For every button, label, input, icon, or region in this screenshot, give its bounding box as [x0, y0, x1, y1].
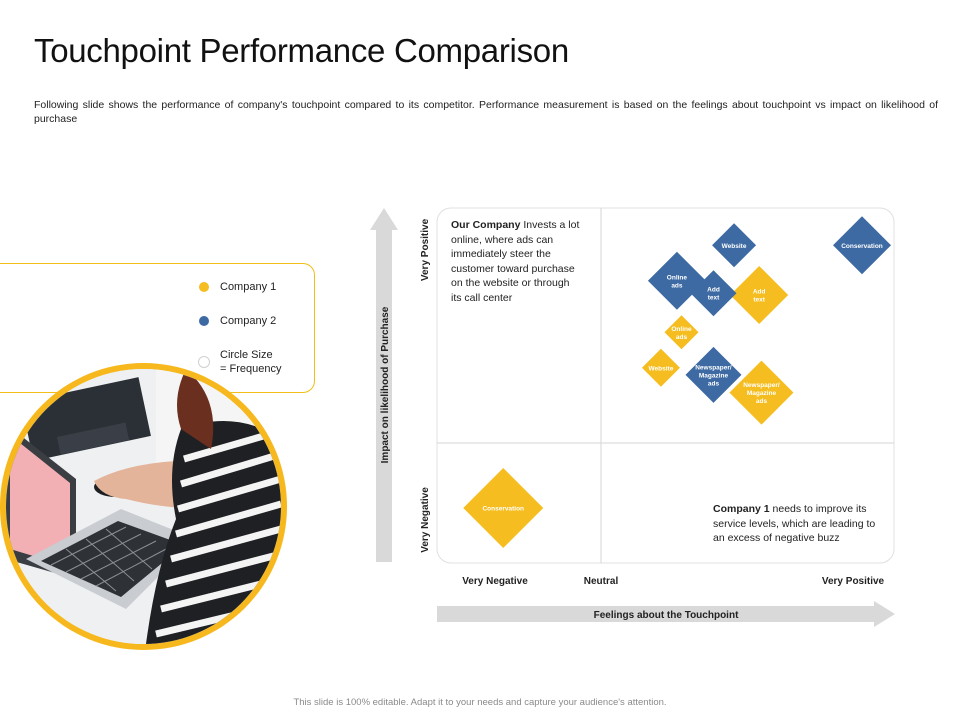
our-company-note-line5: on the website or through [451, 277, 570, 289]
company1-note-bold: Company 1 [713, 503, 770, 515]
company1-note-line2: service levels, which are leading to [713, 517, 876, 530]
company-2-online-ads-marker [647, 251, 706, 310]
legend-size-label-2: = Frequency [220, 363, 282, 375]
page-title: Touchpoint Performance Comparison [34, 32, 569, 69]
company1-note: Company 1 needs to improve its service l… [713, 502, 893, 546]
x-tick-neutral: Neutral [584, 576, 619, 587]
our-company-note-line1: Invests a lot [520, 219, 580, 231]
legend-company1-label: Company 1 [220, 281, 277, 293]
company-1-website-marker [641, 348, 680, 387]
company-2-add-text-label: Add text [707, 287, 720, 302]
circle-size-icon [198, 356, 210, 368]
laptop-illustration [6, 369, 281, 644]
company-2-newspaper-magazine-ads-marker [685, 346, 742, 403]
company2-dot-icon [199, 316, 209, 326]
y-axis-label: Impact on likelihood of Purchase [380, 306, 391, 463]
company-1-newspaper-magazine-ads-label: Newspaper/Magazine ads [743, 382, 780, 405]
chart-marks: Conservation Add text Online ads Website Newsp… [463, 216, 892, 548]
y-tick-very-positive: Very Positive [420, 218, 431, 281]
company-1-conservation-label: Conservation [482, 505, 524, 512]
company-1-conservation-marker [463, 467, 544, 548]
our-company-note-line4: customer toward purchase [451, 262, 575, 275]
legend-size-label-1: Circle Size [220, 349, 273, 361]
company-2-conservation-marker [833, 216, 892, 275]
company-1-add-text-marker [730, 265, 789, 324]
our-company-note-line3: immediately steer the [451, 248, 551, 260]
company-2-website-marker [712, 223, 757, 268]
company-1-online-ads-marker [664, 315, 699, 350]
page-subtitle: Following slide shows the performance of… [34, 99, 938, 125]
footer-note: This slide is 100% editable. Adapt it to… [293, 697, 667, 708]
laptop-photo [6, 369, 281, 644]
company-2-add-text-marker [690, 270, 737, 317]
company1-note-line1: needs to improve its [769, 503, 867, 515]
company-1-add-text-label: Add text [753, 288, 766, 303]
legend-company2-label: Company 2 [220, 315, 277, 327]
x-tick-very-positive: Very Positive [822, 576, 885, 587]
company-1-website-label: Website [649, 365, 674, 372]
company-1-online-ads-label: Online ads [671, 326, 692, 341]
x-axis-arrow [437, 601, 895, 627]
y-tick-very-negative: Very Negative [420, 487, 431, 553]
company1-dot-icon [199, 282, 209, 292]
our-company-note-line2: online, where ads can [451, 233, 554, 246]
company-2-online-ads-label: Online ads [667, 274, 688, 289]
company-2-newspaper-magazine-ads-label: Newspaper/Magazine ads [695, 364, 732, 387]
our-company-note-bold: Our Company [451, 219, 521, 231]
company1-note-line3: an excess of negative buzz [713, 532, 840, 544]
y-axis-arrow [370, 208, 398, 562]
company-1-newspaper-magazine-ads-marker [729, 360, 794, 425]
company-2-conservation-label: Conservation [841, 243, 883, 250]
our-company-note-line6: its call center [451, 291, 513, 304]
company-2-website-label: Website [722, 243, 747, 250]
our-company-note: Our Company Invests a lot online, where … [451, 218, 591, 305]
x-tick-very-negative: Very Negative [462, 576, 528, 587]
photo-frame [0, 363, 287, 650]
x-axis-label: Feelings about the Touchpoint [594, 610, 739, 621]
